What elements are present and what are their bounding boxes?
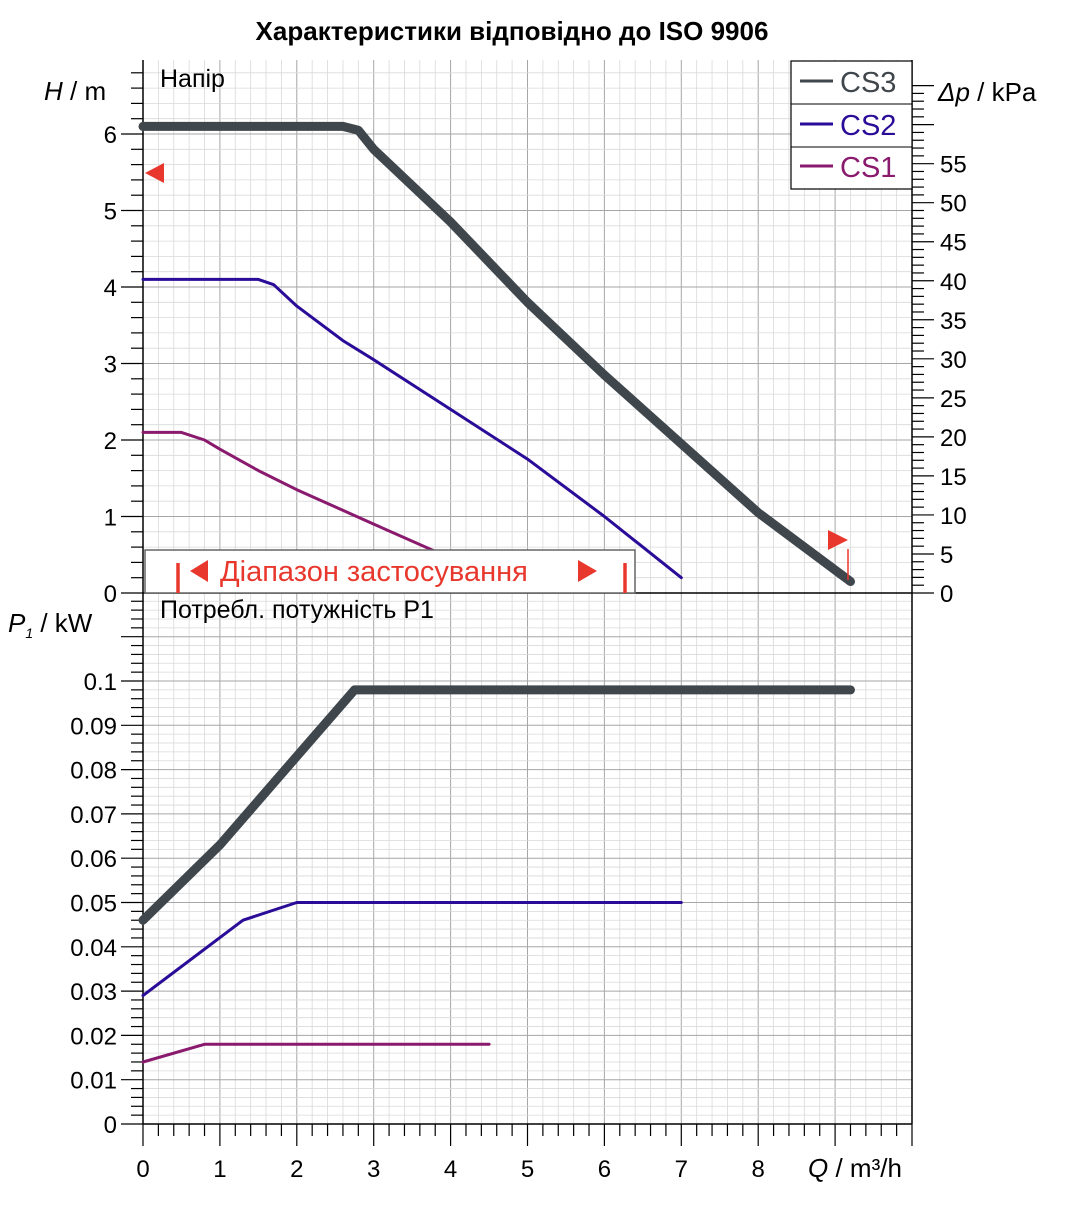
p-tick-label: 0 <box>104 1112 117 1139</box>
y-tick-label: 6 <box>104 122 117 149</box>
max-flow-marker-icon <box>828 530 848 550</box>
y-tick-label: 4 <box>104 275 117 302</box>
y2-tick-label: 40 <box>940 269 967 296</box>
x-tick-label: 2 <box>290 1156 303 1183</box>
range-right-arrow-icon <box>578 560 597 582</box>
y2-tick-label: 55 <box>940 152 967 179</box>
y2-tick-label: 50 <box>940 191 967 218</box>
flow-axis-label: Q / m³/h <box>808 1153 902 1183</box>
head-curve-cs1 <box>141 430 445 557</box>
power-curve-cs3 <box>138 685 855 925</box>
y2-tick-label: 45 <box>940 230 967 257</box>
head-panel-label: Напір <box>160 65 225 93</box>
x-tick-label: 1 <box>213 1156 226 1183</box>
p-tick-label: 0.07 <box>70 802 117 829</box>
p-tick-label: 0.05 <box>70 891 117 918</box>
p-tick-label: 0.1 <box>84 669 117 696</box>
head-curve-cs2 <box>141 277 683 580</box>
y2-tick-label: 0 <box>940 581 953 608</box>
y-tick-label: 1 <box>104 505 117 532</box>
legend-label-cs3: CS3 <box>840 67 896 99</box>
y2-tick-label: 20 <box>940 425 967 452</box>
power-axis-label: P1 / kW <box>8 608 93 641</box>
y2-tick-label: 10 <box>940 503 967 530</box>
head-curve-cs3 <box>138 121 855 586</box>
legend-label-cs1: CS1 <box>840 152 896 184</box>
p-tick-label: 0.06 <box>70 846 117 873</box>
p-tick-label: 0.04 <box>70 935 117 962</box>
application-range-label: Діапазон застосування <box>220 556 528 588</box>
y2-tick-label: 15 <box>940 464 967 491</box>
y-tick-label: 3 <box>104 352 117 379</box>
x-tick-label: 7 <box>675 1156 688 1183</box>
x-tick-label: 4 <box>444 1156 457 1183</box>
legend-label-cs2: CS2 <box>840 110 896 142</box>
x-tick-label: 5 <box>521 1156 534 1183</box>
y-tick-label: 0 <box>104 581 117 608</box>
power-curve-cs2 <box>141 901 683 997</box>
p-tick-label: 0.08 <box>70 758 117 785</box>
max-head-marker-icon <box>145 163 164 183</box>
application-range-box <box>144 549 636 594</box>
head-axis-label: H / m <box>44 76 106 106</box>
y2-tick-label: 5 <box>940 542 953 569</box>
p-tick-label: 0.02 <box>70 1023 117 1050</box>
power-panel-label: Потребл. потужність P1 <box>160 596 434 624</box>
dp-axis-label: Δp / kPa <box>937 77 1037 107</box>
power-curve-cs1 <box>141 1042 491 1064</box>
application-range: Діапазон застосування <box>144 549 636 594</box>
y2-tick-label: 25 <box>940 386 967 413</box>
y2-tick-label: 30 <box>940 347 967 374</box>
x-tick-label: 6 <box>598 1156 611 1183</box>
range-left-arrow-icon <box>190 560 208 582</box>
series <box>138 121 855 1064</box>
p-tick-label: 0.03 <box>70 979 117 1006</box>
p-tick-label: 0.01 <box>70 1068 117 1095</box>
chart-title: Характеристики відповідно до ISO 9906 <box>256 16 769 46</box>
y2-tick-label: 35 <box>940 308 967 335</box>
y-tick-label: 5 <box>104 199 117 226</box>
x-tick-label: 3 <box>367 1156 380 1183</box>
legend: CS3 CS2 CS1 <box>790 60 913 190</box>
x-tick-label: 0 <box>136 1156 149 1183</box>
p-tick-label: 0.09 <box>70 713 117 740</box>
x-tick-label: 8 <box>752 1156 765 1183</box>
y-tick-label: 2 <box>104 428 117 455</box>
